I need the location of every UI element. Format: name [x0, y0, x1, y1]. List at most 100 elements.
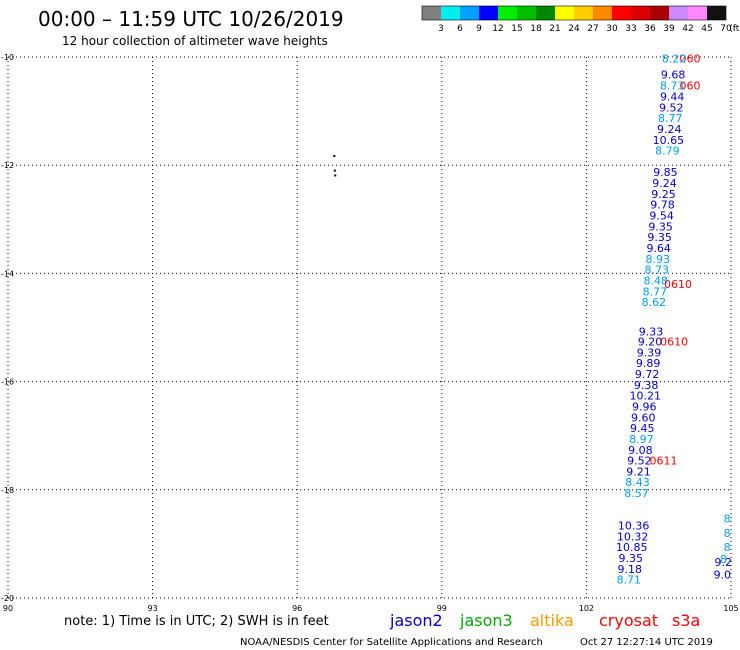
scale-unit: (ft)	[729, 24, 740, 34]
y-tick-label-m12: -12	[1, 161, 14, 170]
point-s3a-2: 8.77	[658, 112, 683, 125]
point-jason2-2: 9.52	[659, 101, 684, 114]
point-s3a-4: 8.93	[645, 253, 670, 266]
scale-label-21: 21	[549, 24, 560, 34]
point-s3a-8: 8.62	[642, 296, 667, 309]
scale-label-70: 70	[720, 24, 732, 34]
scale-swatch-42	[669, 6, 688, 20]
x-tick-label-90: 90	[3, 604, 13, 613]
scale-label-3: 3	[438, 24, 444, 34]
y-tick-label-m10: -10	[1, 53, 14, 62]
point-jason2-0: 9.68	[661, 68, 686, 81]
scale-swatch-33	[612, 6, 631, 20]
legend-item-jason2: jason2	[389, 611, 443, 630]
scale-label-39: 39	[663, 24, 675, 34]
legend-item-altika: altika	[530, 611, 574, 630]
scale-swatch-3	[422, 6, 441, 20]
legend-item-s3a: s3a	[672, 611, 700, 630]
point-jason2-9: 9.54	[649, 210, 674, 223]
x-tick-label-99: 99	[437, 604, 447, 613]
point-jason2-1: 9.44	[660, 90, 685, 103]
point-jason2-24: 9.52	[627, 455, 652, 468]
point-jason2-19: 10.21	[629, 390, 661, 403]
legend-item-cryosat: cryosat	[599, 611, 658, 630]
point-s3a-15: 8	[724, 541, 731, 554]
map-frame	[0, 57, 740, 599]
point-s3a-5: 8.73	[645, 264, 670, 277]
point-s3a-11: 8.57	[624, 487, 649, 500]
point-jason2-12: 9.64	[646, 242, 671, 255]
point-jason2-5: 9.85	[653, 166, 678, 179]
scale-label-9: 9	[476, 24, 482, 34]
point-s3a-3: 8.79	[655, 145, 680, 158]
scale-label-18: 18	[530, 24, 542, 34]
point-s3a-16: 8.	[720, 553, 731, 566]
footer-credit: NOAA/NESDIS Center for Satellite Applica…	[240, 637, 543, 648]
scale-label-30: 30	[606, 24, 618, 34]
point-s3a-10: 8.43	[625, 476, 650, 489]
small-mark-2	[334, 174, 337, 177]
data-points: 9.689.449.529.2410.659.859.249.259.789.5…	[616, 53, 732, 587]
point-jason2-11: 9.35	[647, 231, 672, 244]
scale-swatch-39	[650, 6, 669, 20]
point-jason2-29: 9.35	[618, 552, 643, 565]
point-jason2-10: 9.35	[648, 220, 673, 233]
scale-label-12: 12	[492, 24, 503, 34]
scale-swatch-27	[574, 6, 593, 20]
scale-swatch-21	[536, 6, 555, 20]
x-tick-label-102: 102	[579, 604, 594, 613]
y-tick-label-m14: -14	[1, 269, 14, 278]
axis-tick-labels: 90 93 96 99 102 105 -10 -12 -14 -16 -18 -20	[1, 53, 739, 613]
point-cryosat-3: 0610	[660, 336, 688, 349]
point-jason2-7: 9.25	[651, 188, 676, 201]
point-jason2-31: 9.2	[715, 556, 733, 569]
page-title: 00:00 – 11:59 UTC 10/26/2019	[38, 7, 344, 31]
scale-swatch-18	[517, 6, 536, 20]
point-s3a-9: 8.97	[629, 433, 654, 446]
small-mark-1	[333, 169, 336, 172]
y-tick-label-m16: -16	[1, 378, 14, 387]
scale-swatch-24	[555, 6, 574, 20]
point-s3a-7: 8.77	[643, 285, 668, 298]
point-jason2-17: 9.72	[635, 368, 660, 381]
point-jason2-32: 9.0	[714, 569, 732, 582]
point-jason2-23: 9.08	[628, 444, 653, 457]
point-jason2-27: 10.32	[617, 530, 649, 543]
point-jason2-18: 9.38	[634, 379, 659, 392]
map-grid	[7, 56, 732, 599]
footer-note: note: 1) Time is in UTC; 2) SWH is in fe…	[64, 614, 329, 629]
point-jason2-25: 9.21	[626, 465, 651, 478]
point-s3a-13: 8	[724, 512, 731, 525]
scale-label-36: 36	[644, 24, 656, 34]
point-cryosat-4: 0611	[650, 455, 678, 468]
x-tick-label-93: 93	[148, 604, 158, 613]
point-jason2-22: 9.45	[630, 422, 655, 435]
scale-border	[421, 5, 727, 21]
scale-label-24: 24	[568, 24, 580, 34]
point-s3a-1: 8.73	[660, 80, 685, 93]
scale-label-33: 33	[625, 24, 636, 34]
point-jason2-16: 9.89	[636, 357, 661, 370]
point-s3a-6: 8.48	[644, 274, 669, 287]
point-s3a-14: 8	[724, 527, 731, 540]
point-s3a-0: 8.22	[662, 53, 687, 66]
point-jason2-30: 9.18	[618, 563, 643, 576]
point-jason2-15: 9.39	[637, 346, 662, 359]
small-marks	[333, 155, 337, 177]
scale-swatch-12	[479, 6, 498, 20]
scale-swatch-6	[441, 6, 460, 20]
point-jason2-4: 10.65	[653, 134, 685, 147]
scale-swatch-45	[688, 6, 707, 20]
point-cryosat-1: 060	[680, 80, 701, 93]
scale-swatch-36	[631, 6, 650, 20]
scale-label-42: 42	[682, 24, 693, 34]
y-tick-label-m18: -18	[1, 486, 14, 495]
scale-label-27: 27	[587, 24, 598, 34]
point-cryosat-2: 0610	[664, 278, 692, 291]
point-cryosat-0: 060	[680, 53, 701, 66]
small-mark-0	[333, 155, 336, 158]
scale-label-45: 45	[701, 24, 712, 34]
x-tick-label-105: 105	[723, 604, 738, 613]
point-jason2-3: 9.24	[657, 123, 682, 136]
